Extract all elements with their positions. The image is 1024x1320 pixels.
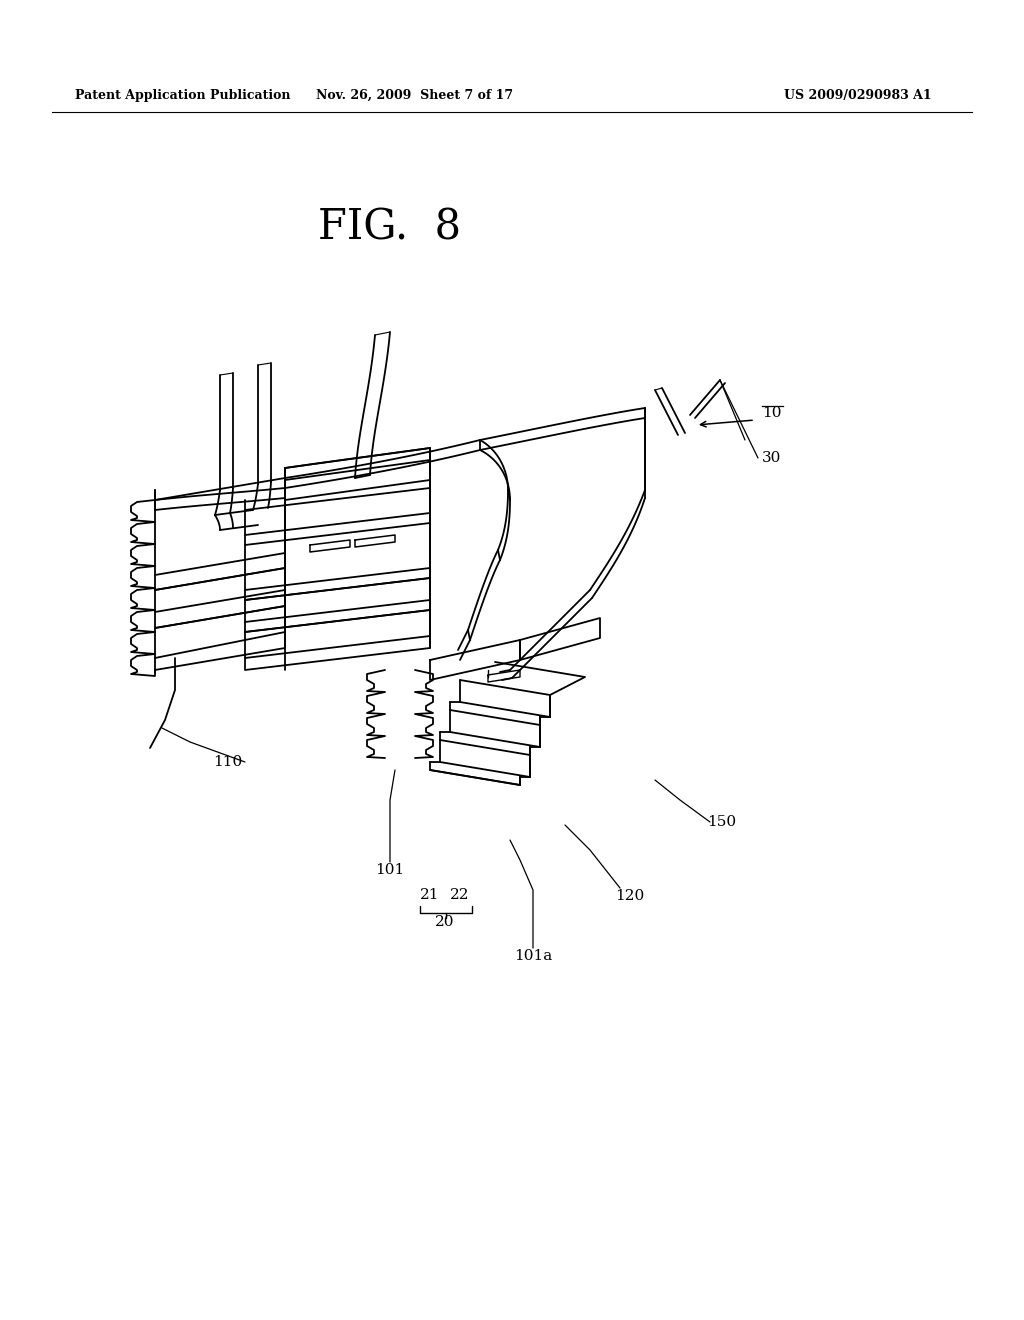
- Text: Patent Application Publication: Patent Application Publication: [75, 88, 291, 102]
- Text: 120: 120: [615, 888, 645, 903]
- Text: FIG.  8: FIG. 8: [318, 207, 462, 249]
- Text: 21: 21: [420, 888, 439, 902]
- Text: 20: 20: [435, 915, 455, 929]
- Text: 101a: 101a: [514, 949, 552, 964]
- Text: 22: 22: [451, 888, 470, 902]
- Text: 10: 10: [762, 407, 781, 420]
- Text: 110: 110: [213, 755, 243, 770]
- Text: 150: 150: [708, 814, 736, 829]
- Text: Nov. 26, 2009  Sheet 7 of 17: Nov. 26, 2009 Sheet 7 of 17: [316, 88, 514, 102]
- Text: 101: 101: [376, 863, 404, 876]
- Text: US 2009/0290983 A1: US 2009/0290983 A1: [784, 88, 932, 102]
- Text: 30: 30: [762, 451, 781, 465]
